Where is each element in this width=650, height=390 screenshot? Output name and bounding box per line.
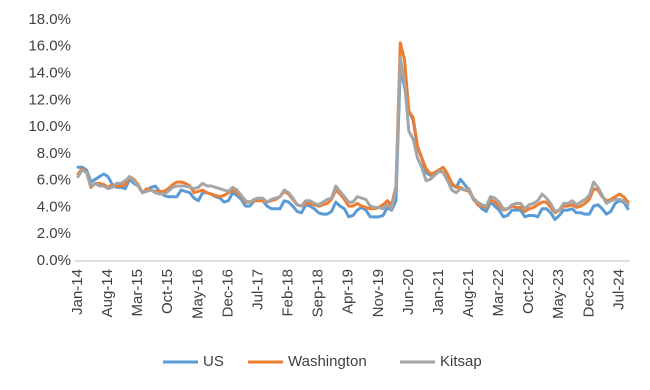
x-tick-label: Dec-16	[219, 269, 236, 317]
x-tick-label: May-23	[550, 269, 567, 319]
x-tick-label: Jan-21	[430, 269, 447, 315]
legend-label: US	[203, 353, 224, 370]
x-tick-label: Sep-18	[310, 269, 327, 317]
series-line	[76, 66, 630, 221]
x-tick-label: Dec-23	[580, 269, 597, 317]
y-tick-label: 14.0%	[28, 65, 71, 82]
x-tick-label: Nov-19	[370, 269, 387, 317]
x-tick-label: Mar-15	[129, 269, 146, 317]
x-tick-label: Oct-22	[520, 269, 537, 314]
x-tick-label: Jul-24	[610, 269, 627, 310]
y-tick-label: 18.0%	[28, 11, 71, 28]
x-tick-label: May-16	[189, 269, 206, 319]
y-tick-label: 12.0%	[28, 91, 71, 108]
x-tick-label: Oct-15	[159, 269, 176, 314]
x-tick-label: Mar-22	[490, 269, 507, 317]
y-tick-label: 2.0%	[37, 225, 71, 242]
y-tick-label: 10.0%	[28, 118, 71, 135]
x-tick-label: Feb-18	[280, 269, 297, 317]
x-tick-label: Apr-19	[340, 269, 357, 314]
y-tick-label: 8.0%	[37, 145, 71, 162]
x-tick-label: Jul-17	[249, 269, 266, 310]
y-tick-label: 0.0%	[37, 252, 71, 269]
x-tick-label: Aug-21	[460, 269, 477, 317]
legend-label: Kitsap	[440, 353, 482, 370]
y-tick-label: 4.0%	[37, 198, 71, 215]
x-tick-label: Aug-14	[99, 269, 116, 317]
y-tick-label: 6.0%	[37, 172, 71, 189]
series-line	[76, 55, 630, 213]
x-tick-label: Jun-20	[400, 269, 417, 315]
legend-label: Washington	[288, 353, 367, 370]
x-tick-label: Jan-14	[69, 269, 86, 315]
y-tick-label: 16.0%	[28, 38, 71, 55]
series-line	[76, 41, 630, 215]
